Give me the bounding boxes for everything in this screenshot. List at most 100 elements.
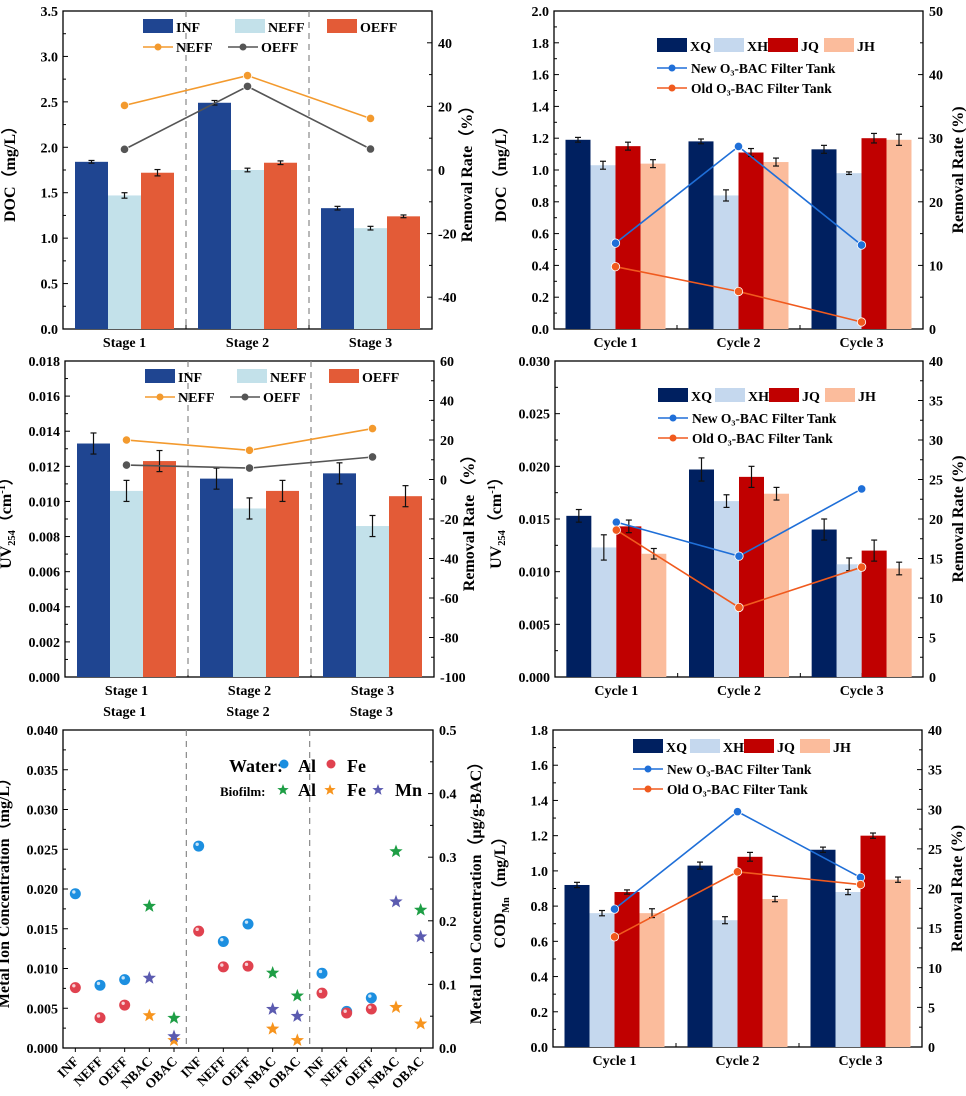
y-tick-label: 0.000	[519, 671, 551, 686]
point-water-fe	[94, 1012, 106, 1024]
y2-tick-label: 0.5	[439, 724, 457, 739]
y2-tick-label: 0.3	[439, 851, 457, 866]
removal-rate-point	[244, 463, 255, 473]
point-biofilm-mn	[414, 929, 428, 943]
point-biofilm-al	[389, 844, 403, 858]
removal-rate-point	[733, 286, 744, 297]
y2-tick-label: -40	[438, 291, 457, 306]
bar-xq	[687, 865, 713, 1047]
point-highlight	[244, 962, 249, 967]
y-tick-label: 1.0	[532, 164, 550, 179]
point-biofilm-mn	[389, 894, 403, 908]
legend-label: Fe	[347, 780, 366, 800]
legend-label: XQ	[666, 741, 687, 756]
legend-marker	[279, 759, 289, 769]
removal-rate-point	[611, 517, 621, 527]
y-axis-title: DOC（mg/L）	[1, 118, 19, 222]
removal-rate-point	[734, 551, 744, 561]
y2-tick-label: 30	[929, 132, 943, 147]
legend-swatch	[237, 369, 267, 383]
point-water-al	[217, 935, 229, 947]
y-tick-label: 0.010	[519, 566, 551, 581]
y-tick-label: 0.004	[29, 601, 61, 616]
bar-oeff	[141, 172, 174, 329]
y-tick-label: 0.2	[531, 1006, 549, 1021]
legend-label: XQ	[691, 390, 712, 405]
bar-xh	[835, 892, 861, 1047]
point-highlight	[195, 842, 199, 846]
removal-rate-point	[610, 262, 621, 272]
legend-label: New O₃-BAC Filter Tank	[691, 61, 836, 76]
legend-label: NEFF	[270, 371, 307, 386]
removal-rate-point	[242, 81, 253, 91]
point-water-al	[316, 967, 328, 979]
x-tick-label: Cycle 2	[717, 336, 761, 351]
bar-neff	[233, 508, 266, 677]
y2-tick-label: 15	[929, 553, 943, 568]
y-axis-title: UV254（cm-1）	[0, 469, 18, 569]
point-water-al	[94, 979, 106, 991]
point-biofilm-al	[167, 1011, 181, 1024]
legend-swatch	[657, 38, 687, 52]
legend-swatch	[329, 369, 359, 383]
point-biofilm-fe	[414, 1016, 428, 1030]
legend-marker	[239, 43, 247, 51]
legend-marker	[669, 414, 677, 422]
y-tick-label: 0.2	[532, 291, 550, 306]
chart-codmn-cycle: 0.0 0.2 0.4 0.6 0.8 1.0 1.2 1.4 1.6 1.8 0 5 10 15 20 25…	[491, 724, 966, 1069]
point-water-al	[119, 974, 131, 986]
bar-jq	[615, 146, 641, 329]
bar-jq	[614, 892, 640, 1047]
legend-label: OEFF	[261, 41, 298, 56]
y2-tick-label: -80	[440, 632, 459, 647]
legend-swatch	[825, 388, 855, 402]
y-tick-label: 0.8	[532, 196, 550, 211]
y-tick-label: 0.006	[29, 566, 61, 581]
point-water-al	[69, 888, 81, 900]
y-tick-label: 0.030	[27, 804, 59, 819]
y-tick-label: 0.030	[519, 355, 551, 370]
y2-tick-label: 0	[929, 671, 936, 686]
removal-rate-point	[856, 317, 867, 327]
point-highlight	[195, 927, 199, 932]
legend-label: XQ	[690, 40, 711, 55]
legend-label: INF	[178, 371, 202, 386]
y2-axis-title: Removal Rate（%）	[460, 447, 478, 591]
legend-marker	[154, 43, 162, 51]
y-tick-label: 0.4	[532, 259, 550, 274]
y-tick-label: 1.2	[532, 132, 550, 147]
legend-marker	[644, 765, 652, 773]
point-highlight	[72, 890, 76, 894]
y-tick-label: 1.6	[531, 759, 549, 774]
y2-tick-label: 5	[929, 632, 936, 647]
y2-tick-label: -60	[440, 592, 459, 607]
legend-label: NEFF	[268, 21, 305, 36]
point-biofilm-al	[290, 988, 304, 1002]
legend-label: Al	[298, 756, 316, 776]
bar-oeff	[143, 461, 176, 677]
legend-label: OEFF	[362, 371, 399, 386]
bar-jq	[861, 138, 887, 329]
point-highlight	[121, 976, 125, 980]
y2-tick-label: 0	[438, 164, 445, 179]
point-highlight	[72, 984, 76, 988]
legend-swatch	[143, 19, 173, 33]
point-highlight	[96, 981, 101, 986]
legend-swatch	[768, 38, 798, 52]
x-tick-label: Cycle 2	[717, 684, 761, 699]
legend-label: NEFF	[176, 41, 213, 56]
legend-label: INF	[176, 21, 200, 36]
y-tick-label: 0.018	[29, 355, 61, 370]
point-biofilm-fe	[266, 1021, 280, 1035]
point-biofilm-al	[142, 899, 156, 912]
y-tick-label: 0.010	[27, 963, 59, 978]
x-tick-label: Stage 2	[226, 336, 269, 351]
legend-swatch	[690, 739, 720, 753]
y2-tick-label: 5	[928, 1001, 935, 1016]
y2-tick-label: 10	[929, 259, 943, 274]
y2-tick-label: 60	[440, 355, 454, 370]
y2-axis-title: Removal Rate（%）	[458, 98, 476, 242]
y2-axis-title: Removal Rate (%)	[950, 455, 966, 582]
y2-axis-title: Metal Ion Concentration（μg/g-BAC）	[467, 754, 485, 1024]
y-tick-label: 0.005	[519, 618, 551, 633]
